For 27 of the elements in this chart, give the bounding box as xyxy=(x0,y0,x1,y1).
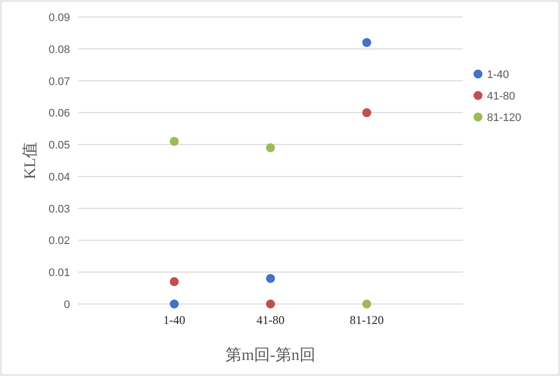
y-tick-label: 0.05 xyxy=(48,140,70,152)
legend-label: 81-120 xyxy=(487,112,522,124)
y-tick-label: 0 xyxy=(64,299,70,311)
point xyxy=(170,136,179,146)
x-tick-label: 1-40 xyxy=(163,313,186,327)
y-tick-label: 0.04 xyxy=(48,171,70,184)
y-tick-label: 0.03 xyxy=(48,203,70,216)
y-tick-label: 0.02 xyxy=(48,235,70,248)
x-tick-label: 81-120 xyxy=(350,313,384,327)
x-tick-label: 41-80 xyxy=(256,313,284,327)
point xyxy=(170,277,179,286)
point xyxy=(266,300,275,308)
y-axis-title: KL值 xyxy=(22,142,39,180)
y-tick-label: 0.07 xyxy=(48,76,70,88)
point xyxy=(266,143,275,152)
point xyxy=(266,274,275,283)
x-axis-title: 第m回-第n回 xyxy=(226,347,316,364)
point xyxy=(362,108,372,118)
y-tick-label: 0.01 xyxy=(48,267,70,280)
point xyxy=(170,300,179,308)
point xyxy=(362,38,372,48)
y-tick-label: 0.06 xyxy=(48,108,70,120)
legend-label: 1-40 xyxy=(487,69,510,81)
point xyxy=(362,300,372,308)
y-tick-label: 0.09 xyxy=(48,12,70,24)
legend-label: 41-80 xyxy=(487,90,516,102)
y-tick-label: 0.08 xyxy=(48,44,70,56)
